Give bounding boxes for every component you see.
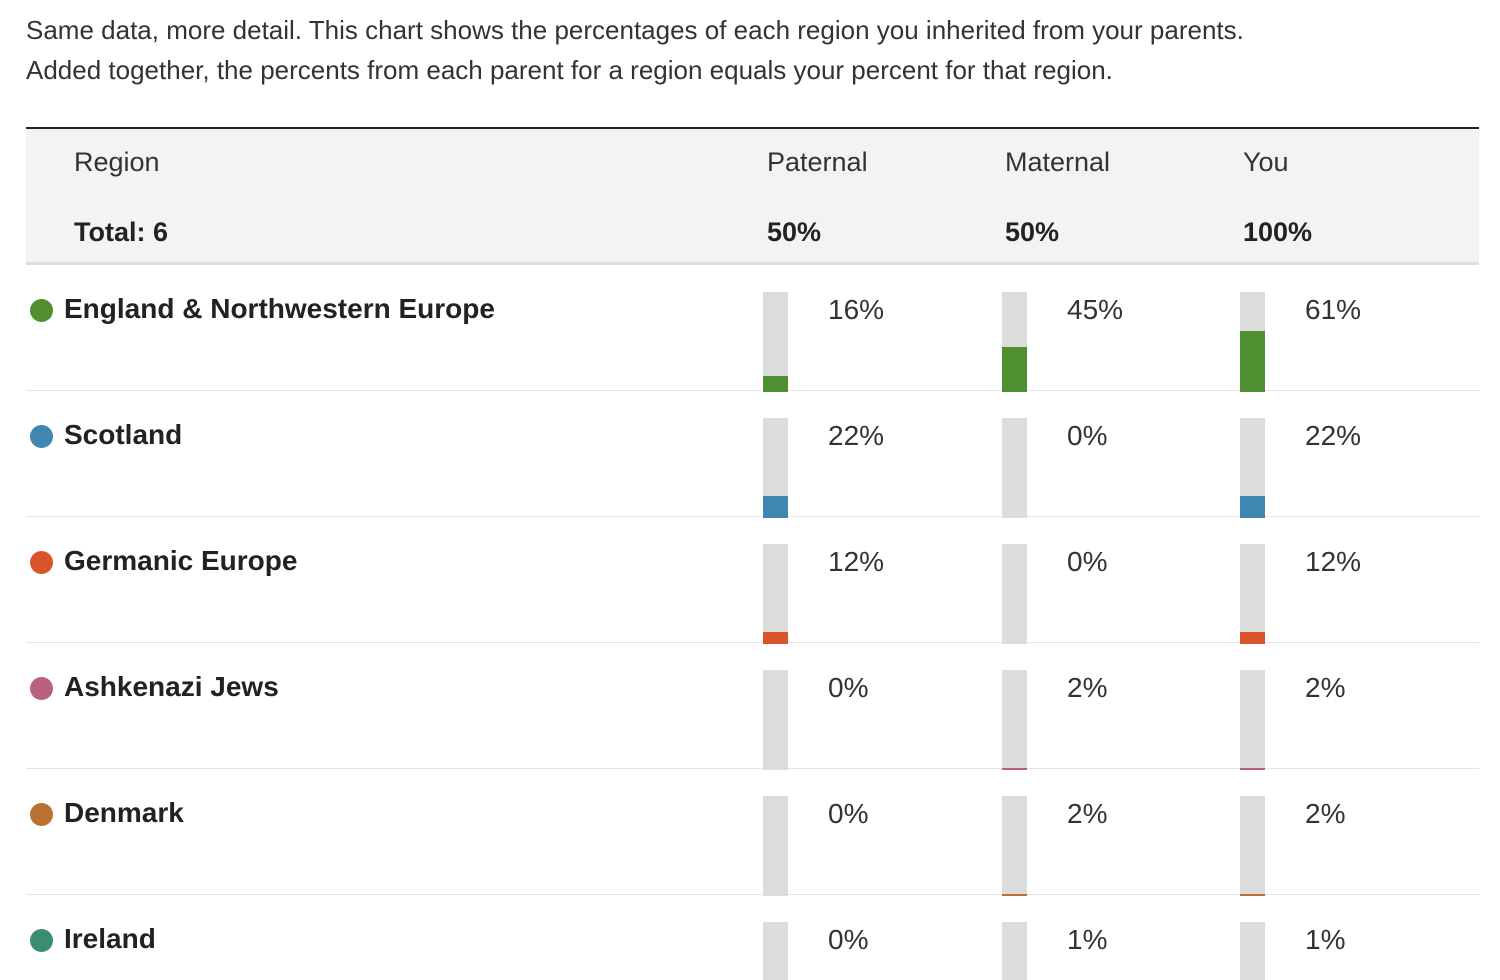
paternal-bar-track bbox=[763, 418, 788, 518]
inheritance-table: Region Paternal Maternal You Total: 6 50… bbox=[26, 127, 1479, 980]
paternal-percent: 0% bbox=[828, 672, 869, 703]
region-name: Denmark bbox=[64, 797, 184, 828]
paternal-percent: 0% bbox=[828, 798, 869, 829]
region-total: Total: 6 bbox=[74, 217, 168, 247]
table-row: Denmark 0% 2% 2% bbox=[26, 769, 1479, 896]
maternal-percent: 0% bbox=[1067, 420, 1108, 451]
maternal-bar-track bbox=[1002, 922, 1027, 980]
you-total: 100% bbox=[1243, 217, 1313, 247]
region-color-dot bbox=[30, 299, 53, 322]
maternal-percent: 2% bbox=[1067, 798, 1108, 829]
you-bar-fill bbox=[1240, 496, 1265, 518]
maternal-bar-fill bbox=[1002, 894, 1027, 896]
you-bar-track bbox=[1240, 544, 1265, 644]
you-cell: 22% bbox=[1240, 391, 1440, 518]
you-percent: 2% bbox=[1305, 798, 1346, 829]
you-cell: 2% bbox=[1240, 769, 1440, 896]
paternal-percent: 22% bbox=[828, 420, 885, 451]
paternal-bar-fill bbox=[763, 632, 788, 644]
paternal-cell: 0% bbox=[763, 643, 963, 770]
region-color-dot bbox=[30, 929, 53, 952]
you-bar-track bbox=[1240, 796, 1265, 896]
region-color-dot bbox=[30, 551, 53, 574]
paternal-bar-track bbox=[763, 292, 788, 392]
paternal-percent: 16% bbox=[828, 294, 885, 325]
you-bar-fill bbox=[1240, 632, 1265, 644]
paternal-percent: 12% bbox=[828, 546, 885, 577]
paternal-bar-track bbox=[763, 922, 788, 980]
paternal-cell: 22% bbox=[763, 391, 963, 518]
paternal-cell: 16% bbox=[763, 265, 963, 392]
maternal-column-header: Maternal bbox=[1005, 147, 1111, 177]
table-row: England & Northwestern Europe 16% 45% 61… bbox=[26, 265, 1479, 392]
intro-line-2: Added together, the percents from each p… bbox=[26, 55, 1113, 85]
region-name: Germanic Europe bbox=[64, 545, 298, 576]
you-percent: 61% bbox=[1305, 294, 1362, 325]
intro-text: Same data, more detail. This chart shows… bbox=[26, 10, 1466, 90]
maternal-bar-track bbox=[1002, 292, 1027, 392]
you-bar-fill bbox=[1240, 768, 1265, 770]
you-cell: 61% bbox=[1240, 265, 1440, 392]
paternal-bar-track bbox=[763, 796, 788, 896]
table-row: Ashkenazi Jews 0% 2% 2% bbox=[26, 643, 1479, 770]
maternal-bar-track bbox=[1002, 544, 1027, 644]
region-color-dot bbox=[30, 677, 53, 700]
maternal-bar-track bbox=[1002, 796, 1027, 896]
you-cell: 2% bbox=[1240, 643, 1440, 770]
maternal-total: 50% bbox=[1005, 217, 1060, 247]
you-percent: 2% bbox=[1305, 672, 1346, 703]
table-row: Ireland 0% 1% 1% bbox=[26, 895, 1479, 980]
intro-line-1: Same data, more detail. This chart shows… bbox=[26, 15, 1244, 45]
you-percent: 12% bbox=[1305, 546, 1362, 577]
maternal-cell: 0% bbox=[1002, 517, 1202, 644]
you-bar-track bbox=[1240, 670, 1265, 770]
maternal-bar-fill bbox=[1002, 347, 1027, 392]
paternal-bar-track bbox=[763, 670, 788, 770]
maternal-percent: 1% bbox=[1067, 924, 1108, 955]
maternal-bar-track bbox=[1002, 418, 1027, 518]
maternal-bar-track bbox=[1002, 670, 1027, 770]
table-header: Region Paternal Maternal You Total: 6 50… bbox=[26, 127, 1479, 265]
you-cell: 12% bbox=[1240, 517, 1440, 644]
region-color-dot bbox=[30, 803, 53, 826]
you-column-header: You bbox=[1243, 147, 1289, 177]
table-row: Scotland 22% 0% 22% bbox=[26, 391, 1479, 518]
paternal-total: 50% bbox=[767, 217, 822, 247]
you-bar-fill bbox=[1240, 331, 1265, 392]
maternal-cell: 2% bbox=[1002, 643, 1202, 770]
paternal-percent: 0% bbox=[828, 924, 869, 955]
you-percent: 1% bbox=[1305, 924, 1346, 955]
paternal-bar-fill bbox=[763, 496, 788, 518]
table-row: Germanic Europe 12% 0% 12% bbox=[26, 517, 1479, 644]
region-name: Ireland bbox=[64, 923, 156, 954]
region-color-dot bbox=[30, 425, 53, 448]
region-name: Scotland bbox=[64, 419, 183, 450]
maternal-cell: 45% bbox=[1002, 265, 1202, 392]
paternal-bar-fill bbox=[763, 376, 788, 392]
maternal-bar-fill bbox=[1002, 768, 1027, 770]
maternal-cell: 2% bbox=[1002, 769, 1202, 896]
you-bar-fill bbox=[1240, 894, 1265, 896]
you-cell: 1% bbox=[1240, 895, 1440, 980]
paternal-column-header: Paternal bbox=[767, 147, 868, 177]
paternal-cell: 12% bbox=[763, 517, 963, 644]
maternal-percent: 2% bbox=[1067, 672, 1108, 703]
you-bar-track bbox=[1240, 922, 1265, 980]
you-percent: 22% bbox=[1305, 420, 1362, 451]
paternal-cell: 0% bbox=[763, 895, 963, 980]
maternal-percent: 0% bbox=[1067, 546, 1108, 577]
you-bar-track bbox=[1240, 292, 1265, 392]
paternal-cell: 0% bbox=[763, 769, 963, 896]
paternal-bar-track bbox=[763, 544, 788, 644]
maternal-cell: 1% bbox=[1002, 895, 1202, 980]
maternal-percent: 45% bbox=[1067, 294, 1124, 325]
region-column-header: Region bbox=[74, 147, 160, 177]
you-bar-track bbox=[1240, 418, 1265, 518]
maternal-cell: 0% bbox=[1002, 391, 1202, 518]
table-body: England & Northwestern Europe 16% 45% 61… bbox=[26, 265, 1479, 980]
region-name: England & Northwestern Europe bbox=[64, 293, 495, 324]
region-name: Ashkenazi Jews bbox=[64, 671, 279, 702]
